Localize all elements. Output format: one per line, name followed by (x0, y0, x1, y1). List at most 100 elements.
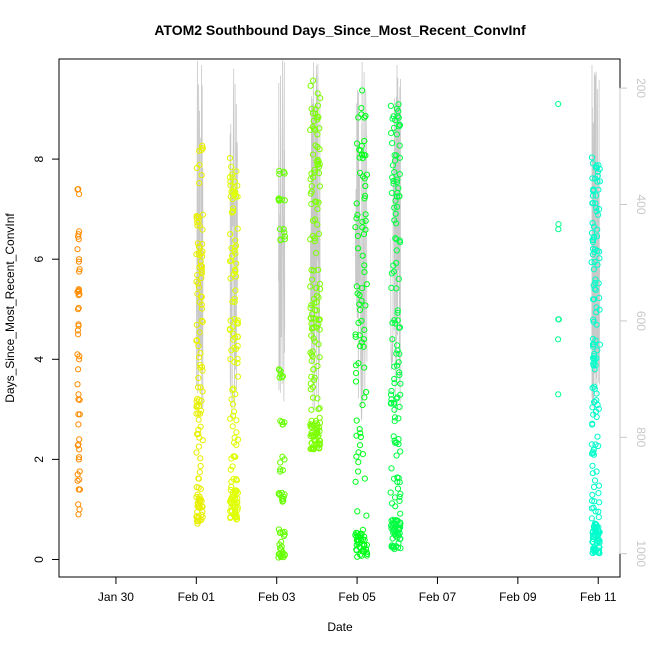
data-point (195, 342, 202, 350)
data-point (593, 390, 600, 397)
data-point (195, 475, 202, 482)
data-point (76, 468, 83, 475)
data-point (362, 192, 369, 199)
data-point (592, 200, 599, 207)
data-point (233, 429, 240, 436)
data-point (234, 359, 241, 366)
data-point (359, 451, 366, 458)
data-point (227, 193, 234, 200)
data-point (352, 224, 359, 231)
x-axis-label: Date (327, 620, 353, 634)
data-point (281, 197, 288, 204)
data-point (359, 526, 366, 534)
data-point (230, 188, 237, 196)
data-point (313, 431, 320, 438)
data-point (356, 291, 363, 299)
data-point (363, 512, 370, 519)
data-point (199, 318, 206, 325)
data-point (594, 261, 601, 268)
data-point (234, 373, 241, 380)
data-point (280, 497, 287, 504)
data-point (590, 266, 597, 273)
data-point (353, 370, 360, 377)
data-point (197, 455, 204, 462)
data-point (229, 386, 236, 393)
data-point (229, 171, 236, 178)
data-point (197, 364, 204, 371)
data-point (193, 251, 200, 258)
data-point (555, 336, 562, 343)
data-point (352, 333, 359, 340)
data-point (355, 459, 362, 466)
x-tick-label: Feb 01 (178, 590, 216, 604)
data-point (395, 114, 402, 121)
data-point (231, 434, 238, 441)
data-point (390, 520, 397, 527)
data-point (230, 408, 238, 415)
data-point (228, 507, 235, 514)
data-point (362, 302, 369, 309)
data-point (355, 114, 362, 121)
data-point (277, 459, 284, 466)
data-point (362, 152, 369, 159)
data-point (390, 543, 397, 550)
data-point (387, 102, 394, 110)
data-point (393, 220, 400, 227)
data-point (390, 177, 397, 185)
data-point (590, 223, 598, 230)
data-point (355, 245, 362, 252)
data-point (396, 193, 403, 200)
data-point (76, 486, 84, 493)
data-point (394, 203, 401, 210)
data-point (362, 112, 369, 120)
data-point (393, 350, 400, 357)
x-tick-label: Feb 11 (580, 590, 617, 604)
data-point (197, 423, 204, 430)
data-point (589, 462, 596, 469)
data-point (361, 195, 368, 202)
data-point (394, 474, 401, 481)
data-point (394, 534, 401, 541)
data-point (394, 113, 401, 120)
series-line (355, 61, 368, 421)
data-point (592, 276, 599, 283)
data-point (390, 262, 397, 269)
data-point (193, 398, 200, 405)
data-point (76, 268, 83, 275)
data-point (393, 105, 400, 112)
data-point (231, 247, 238, 254)
data-point (312, 315, 319, 322)
right-tick-label: 400 (634, 194, 648, 214)
data-point (394, 517, 401, 524)
data-point (233, 168, 240, 175)
data-point (396, 371, 403, 379)
plot-frame (58, 58, 621, 578)
data-point (361, 262, 368, 269)
data-point (591, 531, 598, 538)
data-point (596, 294, 603, 301)
data-point (362, 182, 369, 190)
data-point (397, 510, 404, 517)
data-point (75, 292, 82, 299)
data-point (309, 311, 316, 318)
data-point (363, 281, 370, 288)
data-point (589, 470, 596, 477)
data-point (360, 343, 367, 350)
data-point (391, 152, 398, 159)
data-point (234, 506, 241, 514)
data-point (361, 269, 368, 276)
data-point (234, 317, 241, 324)
data-point (316, 146, 323, 153)
data-point (391, 375, 398, 383)
data-point (594, 401, 601, 409)
data-point (352, 331, 359, 338)
data-point (281, 233, 288, 240)
data-point (316, 280, 323, 287)
data-point (359, 252, 366, 259)
data-point (229, 489, 236, 496)
data-point (234, 355, 241, 362)
data-point (76, 411, 83, 418)
data-point (391, 363, 398, 370)
data-point (354, 211, 361, 218)
data-point (393, 247, 400, 254)
